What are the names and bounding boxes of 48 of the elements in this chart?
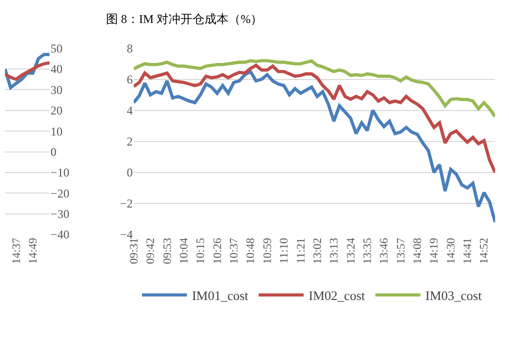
x-tick-label: 14:30 [445,238,458,264]
x-tick-label: 14:19 [428,238,441,264]
x-tick-label: 10:15 [195,238,208,264]
y-tick-label: 20 [50,104,63,118]
x-tick-label: 13:46 [378,238,391,264]
y-tick-label: 30 [50,82,63,97]
x-tick-label: 09:42 [145,238,158,264]
x-tick-label: 10:04 [178,238,190,264]
y-tick-label: 6 [126,72,133,87]
y-tick-label: 4 [126,104,133,118]
x-tick-label: 09:31 [128,238,140,264]
y-tick-label: 0 [50,144,57,159]
x-tick-label: 13:57 [395,238,408,264]
x-tick-label: 14:08 [412,238,424,264]
x-tick-label: 14:49 [28,238,40,264]
y-tick-label: 2 [126,134,133,149]
x-tick-label: 10:37 [228,238,241,264]
y-tick-label: 10 [50,124,63,138]
x-tick-label: 14:52 [478,238,491,264]
legend-label: IM03_cost [425,288,482,304]
x-tick-label: 10:48 [245,238,258,264]
y-tick-label: 0 [126,166,133,180]
y-tick-label: −20 [50,186,70,200]
x-tick-label: 14:41 [462,238,474,264]
line-series [134,59,496,118]
x-tick-label: 11:10 [278,238,291,264]
y-tick-label: 50 [50,41,63,56]
y-tick-label: −40 [50,228,70,242]
line-series [134,64,496,174]
line-series [134,70,496,224]
y-tick-label: −2 [120,196,133,211]
legend-label: IM02_cost [308,288,366,304]
chart-title: 图 8：IM 对冲开仓成本（%） [106,12,263,26]
y-tick-label: 40 [50,62,63,76]
x-tick-label: 11:21 [295,238,308,264]
x-tick-label: 09:53 [162,238,174,264]
y-tick-label: −30 [50,207,70,222]
x-tick-label: 13:13 [328,238,341,264]
y-tick-label: −10 [50,166,70,180]
x-tick-label: 13:35 [362,238,374,264]
x-tick-label: 10:26 [212,238,224,264]
x-tick-label: 13:02 [312,238,324,264]
line-series [5,61,50,81]
y-tick-label: 8 [126,41,133,56]
x-tick-label: 14:37 [10,238,23,264]
x-tick-label: 10:59 [262,238,274,264]
x-tick-label: 13:24 [345,238,358,264]
legend-label: IM01_cost [192,288,249,304]
